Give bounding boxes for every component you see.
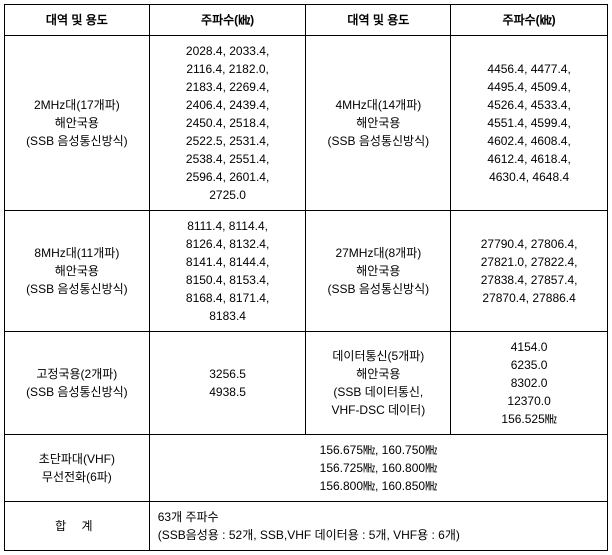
- band-cell: 27MHz대(8개파) 해안국용 (SSB 음성통신방식): [306, 211, 451, 332]
- header-frequency-1: 주파수(㎑): [149, 5, 306, 36]
- freq-cell: 4456.4, 4477.4, 4495.4, 4509.4, 4526.4, …: [451, 36, 608, 211]
- table-row-vhf: 초단파대(VHF) 무선전화(6파) 156.675㎒, 160.750㎒ 15…: [5, 435, 608, 502]
- total-value-cell: 63개 주파수 (SSB음성용 : 52개, SSB,VHF 데이터용 : 5개…: [149, 502, 607, 551]
- band-cell: 데이터통신(5개파) 해안국용 (SSB 데이터통신, VHF-DSC 데이터): [306, 332, 451, 435]
- band-cell: 8MHz대(11개파) 해안국용 (SSB 음성통신방식): [5, 211, 150, 332]
- table-row: 8MHz대(11개파) 해안국용 (SSB 음성통신방식) 8111.4, 81…: [5, 211, 608, 332]
- freq-cell: 2028.4, 2033.4, 2116.4, 2182.0, 2183.4, …: [149, 36, 306, 211]
- table-row-total: 합 계 63개 주파수 (SSB음성용 : 52개, SSB,VHF 데이터용 …: [5, 502, 608, 551]
- table-header-row: 대역 및 용도 주파수(㎑) 대역 및 용도 주파수(㎑): [5, 5, 608, 36]
- header-frequency-2: 주파수(㎑): [451, 5, 608, 36]
- table-row: 고정국용(2개파) (SSB 음성통신방식) 3256.5 4938.5 데이터…: [5, 332, 608, 435]
- band-cell: 2MHz대(17개파) 해안국용 (SSB 음성통신방식): [5, 36, 150, 211]
- header-band-usage-2: 대역 및 용도: [306, 5, 451, 36]
- freq-cell: 3256.5 4938.5: [149, 332, 306, 435]
- freq-cell: 8111.4, 8114.4, 8126.4, 8132.4, 8141.4, …: [149, 211, 306, 332]
- band-cell: 4MHz대(14개파) 해안국용 (SSB 음성통신방식): [306, 36, 451, 211]
- vhf-freq-cell: 156.675㎒, 160.750㎒ 156.725㎒, 160.800㎒ 15…: [149, 435, 607, 502]
- band-cell: 고정국용(2개파) (SSB 음성통신방식): [5, 332, 150, 435]
- freq-cell: 27790.4, 27806.4, 27821.0, 27822.4, 2783…: [451, 211, 608, 332]
- total-label-cell: 합 계: [5, 502, 150, 551]
- table-row: 2MHz대(17개파) 해안국용 (SSB 음성통신방식) 2028.4, 20…: [5, 36, 608, 211]
- freq-cell: 4154.0 6235.0 8302.0 12370.0 156.525㎒: [451, 332, 608, 435]
- vhf-band-cell: 초단파대(VHF) 무선전화(6파): [5, 435, 150, 502]
- header-band-usage-1: 대역 및 용도: [5, 5, 150, 36]
- frequency-table: 대역 및 용도 주파수(㎑) 대역 및 용도 주파수(㎑) 2MHz대(17개파…: [4, 4, 608, 551]
